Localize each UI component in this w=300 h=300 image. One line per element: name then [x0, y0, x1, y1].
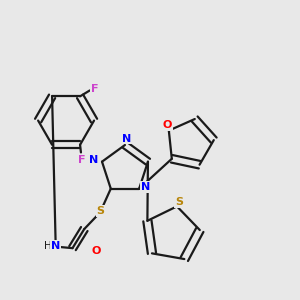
Text: O: O — [92, 245, 101, 256]
Text: S: S — [97, 206, 104, 216]
Text: O: O — [163, 120, 172, 130]
Text: N: N — [89, 155, 98, 165]
Text: H: H — [44, 241, 51, 251]
Text: N: N — [51, 241, 60, 251]
Text: F: F — [78, 155, 85, 165]
Text: S: S — [175, 197, 183, 207]
Text: N: N — [122, 134, 131, 143]
Text: F: F — [91, 84, 98, 94]
Text: N: N — [141, 182, 150, 192]
